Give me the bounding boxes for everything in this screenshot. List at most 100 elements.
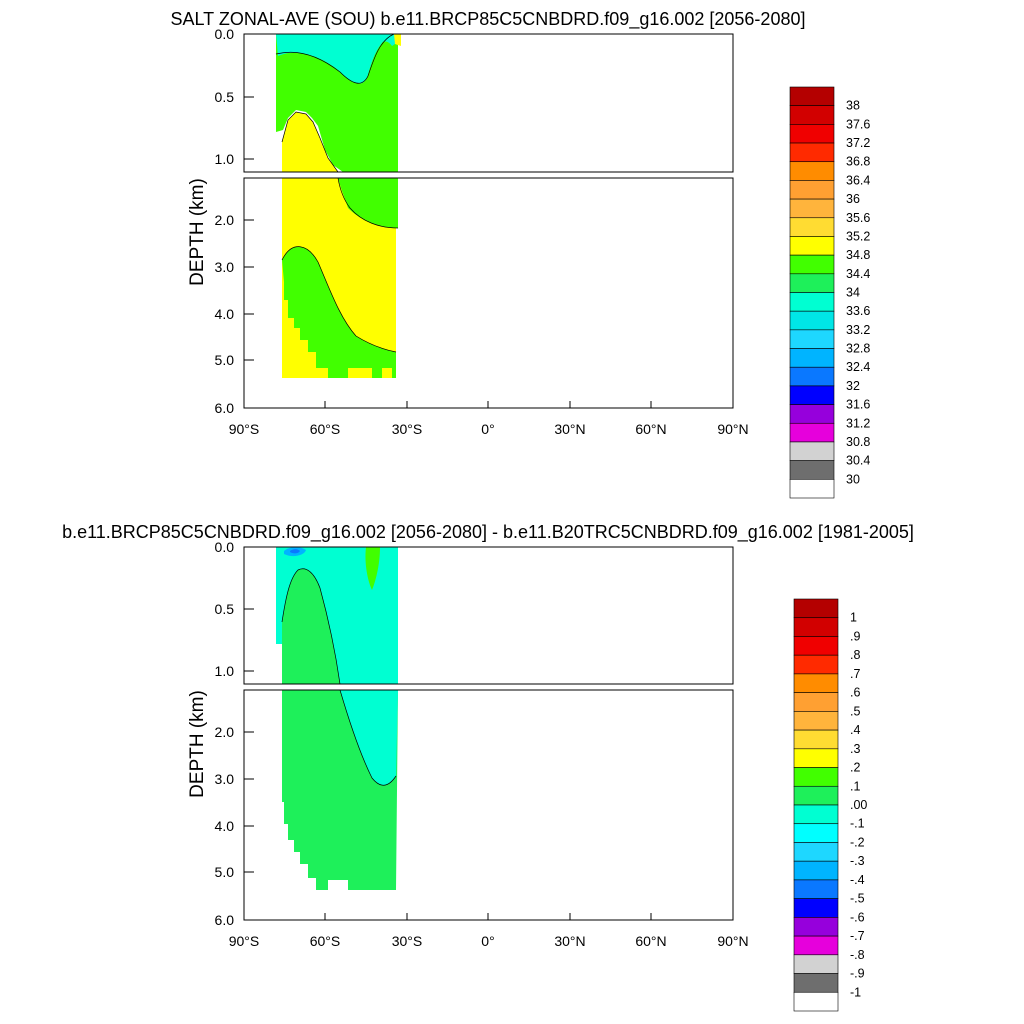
colorbar-label: .5 [850, 704, 860, 718]
x-tick-label: 30°N [554, 933, 585, 949]
colorbar-swatch [793, 767, 839, 787]
salt-chart-svg: SALT ZONAL-AVE (SOU) b.e11.BRCP85C5CNBDR… [171, 9, 870, 499]
colorbar-label: 32 [846, 379, 860, 393]
y-tick-label: 0.0 [215, 539, 235, 555]
x-tick-label: 60°N [635, 933, 666, 949]
chart-title: SALT ZONAL-AVE (SOU) b.e11.BRCP85C5CNBDR… [171, 9, 806, 30]
x-tick-label: 60°S [310, 421, 341, 437]
y-axis-ticks: 0.0 0.5 1.0 2.0 3.0 4.0 5.0 6.0 [215, 26, 254, 416]
y-tick-label: 2.0 [215, 724, 235, 740]
colorbar-label: .2 [850, 761, 860, 775]
colorbar-label: .6 [850, 686, 860, 700]
region-negative-lower [340, 690, 398, 786]
colorbar-swatch [793, 823, 839, 843]
colorbar-label: -.6 [850, 910, 865, 924]
colorbar-label: 32.4 [846, 360, 870, 374]
colorbar-label: 32.8 [846, 342, 870, 356]
colorbar-label: .8 [850, 648, 860, 662]
colorbar-swatch [789, 198, 835, 219]
region-deep-upper [282, 112, 338, 172]
colorbar-label: 37.2 [846, 136, 870, 150]
y-axis-label: DEPTH (km) [187, 690, 208, 798]
colorbar-swatch [789, 105, 835, 125]
y-axis-label: DEPTH (km) [187, 178, 208, 286]
colorbar: 38 37.6 37.2 36.8 36.4 36 35.6 35.2 34.8 34.4 34 33… [789, 86, 870, 499]
colorbar-swatch [793, 935, 839, 956]
region-intermediate-lower [338, 178, 398, 228]
y-tick-label: 1.0 [215, 151, 235, 167]
y-tick-label: 0.5 [215, 89, 235, 105]
colorbar-label: 34.8 [846, 248, 870, 262]
x-axis-ticks: 90°S 60°S 30°S 0° 30°N 60°N 90°N [229, 401, 749, 437]
colorbar-label: 35.6 [846, 211, 870, 225]
y-tick-label: 1.0 [215, 663, 235, 679]
upper-depth-section [243, 33, 734, 173]
colorbar-swatch [793, 917, 839, 937]
colorbar-swatch [789, 180, 835, 200]
colorbar-swatch [789, 236, 835, 256]
x-tick-label: 60°N [635, 421, 666, 437]
salt-difference-panel: b.e11.BRCP85C5CNBDRD.f09_g16.002 [2056-2… [0, 512, 1024, 1024]
colorbar-label: 37.6 [846, 117, 870, 131]
colorbar-swatch [789, 273, 835, 293]
contour-line-lower-2 [281, 246, 397, 353]
x-tick-label: 0° [481, 421, 494, 437]
y-tick-label: 0.5 [215, 601, 235, 617]
y-tick-label: 4.0 [215, 818, 235, 834]
x-tick-label: 90°S [229, 933, 260, 949]
upper-depth-section [243, 546, 734, 685]
colorbar-swatch [793, 954, 839, 974]
y-tick-label: 0.0 [215, 26, 235, 42]
contour-line-upper [275, 33, 395, 84]
colorbar-swatch [793, 729, 839, 750]
lower-depth-section [243, 177, 734, 409]
contour-line-upper [281, 568, 341, 685]
colorbar-swatch [793, 879, 839, 899]
colorbar-swatch [793, 598, 839, 619]
colorbar-label: .3 [850, 742, 860, 756]
y-tick-label: 5.0 [215, 864, 235, 880]
colorbar-swatch [793, 804, 839, 825]
colorbar-label: 30.8 [846, 435, 870, 449]
colorbar-swatch [789, 404, 835, 424]
region-bottom-water [282, 246, 396, 378]
region-positive-surface [365, 547, 380, 590]
colorbar-swatch [793, 973, 839, 993]
colorbar-label: -.1 [850, 817, 865, 831]
colorbar-label: .4 [850, 723, 860, 737]
colorbar-label: -.3 [850, 854, 865, 868]
colorbar-swatch [789, 292, 835, 312]
plot-frame-upper [243, 33, 734, 173]
contour-line-lower-1 [337, 177, 399, 229]
colorbar-swatch [789, 142, 835, 163]
colorbar-label: 36.8 [846, 155, 870, 169]
region-surface-anomaly-core [290, 549, 300, 554]
colorbar-swatch [793, 991, 839, 1012]
x-tick-label: 90°N [717, 933, 748, 949]
colorbar-label: 1 [850, 611, 857, 625]
colorbar-label: 34.4 [846, 267, 870, 281]
x-tick-label: 30°N [554, 421, 585, 437]
x-tick-label: 60°S [310, 933, 341, 949]
colorbar-swatch [789, 310, 835, 331]
region-fresh-tongue [355, 34, 398, 80]
colorbar-label: .7 [850, 667, 860, 681]
colorbar-label: .1 [850, 779, 860, 793]
colorbar-swatch [793, 898, 839, 918]
chart-title: b.e11.BRCP85C5CNBDRD.f09_g16.002 [2056-2… [62, 522, 914, 543]
y-tick-label: 3.0 [215, 771, 235, 787]
colorbar-swatch [793, 842, 839, 862]
colorbar-swatch [789, 422, 835, 443]
colorbar-swatch [789, 161, 835, 181]
colorbar: 1 .9 .8 .7 .6 .5 .4 .3 .2 .1 .00 -.1 -.2 -.3 -.4 -.5 -.6… [793, 598, 867, 1012]
colorbar-swatch [789, 348, 835, 368]
colorbar-swatch [793, 673, 839, 693]
x-tick-label: 30°S [392, 933, 423, 949]
colorbar-swatch [793, 636, 839, 656]
colorbar-swatch [789, 254, 835, 275]
colorbar-swatch [793, 785, 839, 806]
colorbar-swatch [793, 860, 839, 881]
colorbar-label: -1 [850, 985, 861, 999]
colorbar-swatch [789, 385, 835, 405]
colorbar-label: 35.2 [846, 229, 870, 243]
